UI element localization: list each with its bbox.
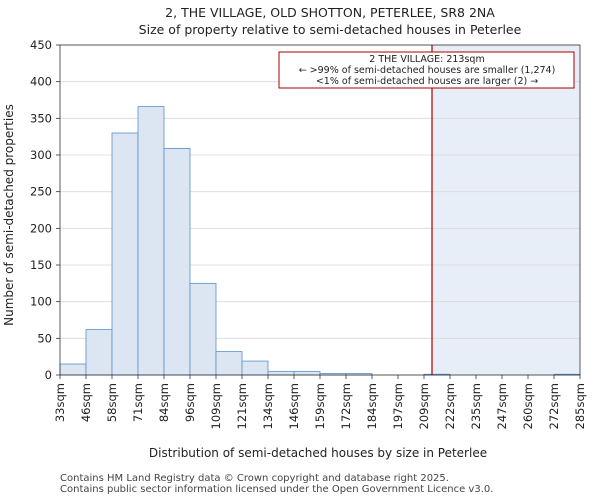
x-tick-label: 84sqm <box>157 383 171 422</box>
y-tick-label: 450 <box>30 38 52 52</box>
bar-96sqm <box>189 282 217 376</box>
y-tick-label: 150 <box>30 258 52 272</box>
y-tick-label: 350 <box>30 111 52 125</box>
annotation-line-3: <1% of semi-detached houses are larger (… <box>316 76 538 87</box>
x-tick-label: 247sqm <box>495 383 509 429</box>
annotation-frame <box>278 51 575 89</box>
x-tick-label: 285sqm <box>573 383 587 429</box>
bars <box>59 106 581 376</box>
annotation-box: 2 THE VILLAGE: 213sqm ← >99% of semi-det… <box>278 51 575 89</box>
x-tick-label: 197sqm <box>391 383 405 429</box>
bar-109sqm <box>215 351 243 376</box>
y-ticks: 0 50 100 150 200 250 300 350 400 450 <box>30 38 60 382</box>
y-axis-label: Number of semi-detached properties <box>2 104 16 326</box>
y-tick-label: 50 <box>37 331 52 345</box>
footer: Contains HM Land Registry data © Crown c… <box>60 473 493 495</box>
x-tick-label: 184sqm <box>365 383 379 429</box>
annotation-line-2: ← >99% of semi-detached houses are small… <box>299 65 556 76</box>
x-tick-label: 146sqm <box>287 383 301 429</box>
bar-146sqm <box>293 370 321 376</box>
x-tick-label: 222sqm <box>443 383 457 429</box>
x-tick-label: 260sqm <box>521 383 535 429</box>
x-tick-label: 46sqm <box>79 383 93 422</box>
x-tick-label: 121sqm <box>235 383 249 429</box>
chart: 2, THE VILLAGE, OLD SHOTTON, PETERLEE, S… <box>2 5 587 460</box>
larger-region-shade <box>432 45 580 375</box>
x-tick-label: 272sqm <box>547 383 561 429</box>
x-ticks: 33sqm 46sqm 58sqm 71sqm 84sqm 96sqm 109sqm 121s… <box>53 375 587 429</box>
x-tick-label: 96sqm <box>183 383 197 422</box>
y-tick-label: 300 <box>30 148 52 162</box>
x-tick-label: 235sqm <box>469 383 483 429</box>
bar-71sqm <box>137 106 165 376</box>
bar-46sqm <box>85 329 113 376</box>
x-tick-label: 134sqm <box>261 383 275 429</box>
x-tick-label: 209sqm <box>417 383 431 429</box>
bar-134sqm <box>267 370 295 376</box>
y-tick-label: 0 <box>45 368 52 382</box>
footer-line-2: Contains public sector information licen… <box>60 484 494 495</box>
y-tick-label: 100 <box>30 295 52 309</box>
bar-58sqm <box>111 132 139 376</box>
y-tick-label: 400 <box>30 75 52 89</box>
y-tick-label: 200 <box>30 221 52 235</box>
x-axis-label: Distribution of semi-detached houses by … <box>149 446 487 460</box>
x-tick-label: 159sqm <box>313 383 327 429</box>
chart-subtitle: Size of property relative to semi-detach… <box>139 22 522 37</box>
bar-121sqm <box>241 360 269 376</box>
footer-line-1: Contains HM Land Registry data © Crown c… <box>60 473 449 484</box>
x-tick-label: 58sqm <box>105 383 119 422</box>
x-tick-label: 109sqm <box>209 383 223 429</box>
shade-layer <box>432 45 580 375</box>
annotation-line-1: 2 THE VILLAGE: 213sqm <box>369 54 484 65</box>
x-tick-label: 172sqm <box>339 383 353 429</box>
bar-33sqm <box>59 363 87 376</box>
bar-84sqm <box>163 147 191 376</box>
y-tick-label: 250 <box>30 185 52 199</box>
chart-title: 2, THE VILLAGE, OLD SHOTTON, PETERLEE, S… <box>165 5 495 20</box>
x-tick-label: 33sqm <box>53 383 67 422</box>
x-tick-label: 71sqm <box>131 383 145 422</box>
